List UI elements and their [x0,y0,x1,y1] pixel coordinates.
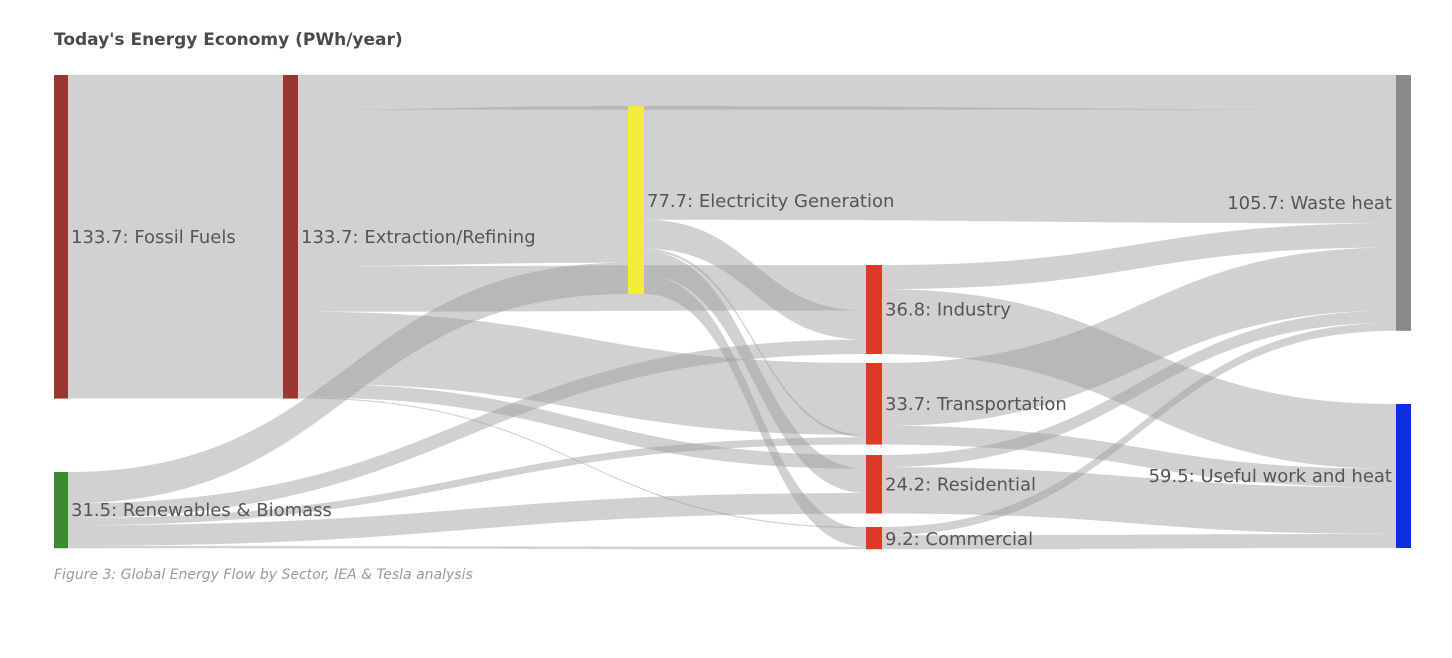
nodes: 133.7: Fossil Fuels 31.5: Renewables & Bi… [54,75,1411,550]
link-extract-to-transport [298,311,866,435]
node-label-fossil: 133.7: Fossil Fuels [71,227,236,248]
link-residential-to-waste [882,310,1396,468]
link-elec-to-residential [644,251,866,493]
link-renew-to-commercial [68,545,866,550]
figure-caption: Figure 3: Global Energy Flow by Sector, … [54,567,473,583]
link-renew-to-residential [68,492,866,546]
link-renew-to-transport [68,437,866,526]
node-renew [54,472,68,549]
node-residential [866,455,882,514]
link-extract-to-residential [298,383,866,469]
node-industry [866,265,882,355]
node-waste [1396,75,1411,331]
node-elec [628,106,644,295]
node-transport [866,363,882,445]
node-label-waste: 105.7: Waste heat [1227,193,1392,214]
link-elec-to-waste [644,106,1396,224]
node-commercial [866,527,882,550]
node-label-transport: 33.7: Transportation [885,394,1067,415]
node-label-elec: 77.7: Electricity Generation [647,191,894,212]
link-residential-to-useful [882,467,1396,534]
link-commercial-to-useful [882,533,1396,550]
link-industry-to-useful [882,289,1396,469]
link-transport-to-useful [882,425,1396,488]
node-label-renew: 31.5: Renewables & Biomass [71,500,332,521]
link-elec-to-transport [644,248,866,438]
links [68,75,1396,550]
link-industry-to-waste [882,223,1396,290]
link-renew-to-elec [68,262,628,504]
link-commercial-to-waste [882,322,1396,536]
link-elec-to-industry [644,219,866,340]
node-label-extract: 133.7: Extraction/Refining [301,227,536,248]
link-transport-to-waste [882,247,1396,426]
node-label-industry: 36.8: Industry [885,300,1011,321]
node-useful [1396,404,1411,548]
link-renew-to-industry [68,339,866,518]
chart-title: Today's Energy Economy (PWh/year) [54,30,403,50]
node-extract [283,75,298,399]
link-extract-to-waste [298,75,1396,110]
link-elec-to-commercial [644,275,866,547]
link-fossil-to-extract [68,75,283,399]
node-label-commercial: 9.2: Commercial [885,529,1033,550]
node-fossil [54,75,68,399]
link-extract-to-elec [298,106,628,267]
node-label-useful: 59.5: Useful work and heat [1149,466,1392,487]
node-label-residential: 24.2: Residential [885,474,1036,495]
link-extract-to-commercial [298,397,866,529]
link-extract-to-industry [298,265,866,312]
